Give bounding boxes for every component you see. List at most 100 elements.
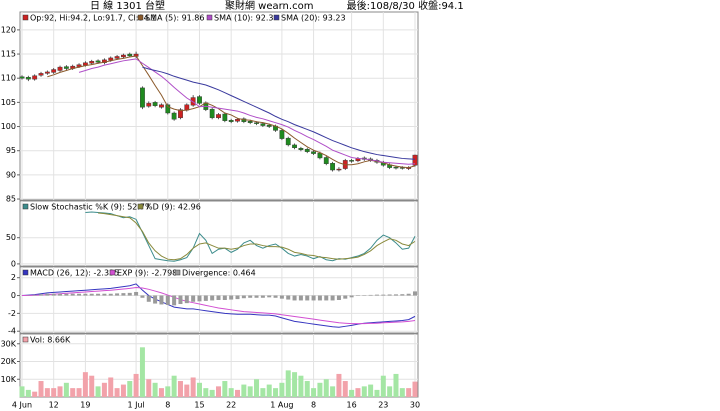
divergence-bar xyxy=(248,295,253,298)
legend-swatch xyxy=(137,14,144,21)
y-tick-label: 30K xyxy=(1,339,17,348)
volume-bar xyxy=(222,381,228,397)
volume-bar xyxy=(330,386,336,397)
candle-body xyxy=(330,163,335,171)
divergence-bar xyxy=(32,294,37,296)
x-tick-label: 12 xyxy=(49,401,59,410)
legend-label: MACD (26, 12): -2.335 xyxy=(30,269,119,278)
divergence-bar xyxy=(241,295,246,299)
divergence-bar xyxy=(178,295,183,305)
divergence-bar xyxy=(89,293,94,296)
divergence-bar xyxy=(121,293,126,296)
x-tick-label: 4 Jun xyxy=(12,401,32,410)
legend-swatch xyxy=(22,14,29,21)
volume-bar xyxy=(285,370,291,397)
x-tick-label: 15 xyxy=(194,401,204,410)
candle-body xyxy=(412,154,418,166)
volume-bar xyxy=(368,384,374,397)
x-tick-label: 22 xyxy=(226,401,236,410)
series-line xyxy=(21,283,416,328)
volume-bar xyxy=(82,372,88,397)
divergence-bar xyxy=(140,295,145,298)
volume-bar xyxy=(44,388,50,397)
volume-bar xyxy=(254,379,260,397)
divergence-bar xyxy=(273,295,278,298)
volume-bar xyxy=(146,379,152,397)
y-tick-label: -2 xyxy=(8,309,16,318)
divergence-bar xyxy=(184,295,189,304)
divergence-bar xyxy=(210,295,215,301)
candle-body xyxy=(254,122,259,124)
candle-body xyxy=(298,148,304,150)
volume-bar xyxy=(228,388,234,397)
series-line xyxy=(21,287,416,325)
volume-bar xyxy=(190,377,196,397)
y-tick-label: 85 xyxy=(6,195,16,204)
divergence-bar xyxy=(96,293,101,296)
volume-bar xyxy=(120,384,126,397)
legend-swatch xyxy=(109,269,116,276)
divergence-bar xyxy=(381,294,386,296)
divergence-bar xyxy=(343,295,348,299)
volume-bar xyxy=(216,386,221,397)
divergence-bar xyxy=(172,295,177,306)
volume-bar xyxy=(101,382,107,397)
series-line xyxy=(78,58,416,165)
volume-bar xyxy=(165,386,171,397)
volume-bar xyxy=(158,388,164,397)
volume-bar xyxy=(209,389,215,397)
divergence-bar xyxy=(45,293,50,296)
volume-bar xyxy=(76,388,82,397)
candle-body xyxy=(114,56,120,59)
y-tick-label: -4 xyxy=(8,327,16,336)
divergence-bar xyxy=(260,295,265,298)
divergence-bar xyxy=(146,295,151,302)
candle-body xyxy=(247,121,253,123)
divergence-bar xyxy=(153,295,158,304)
candle-body xyxy=(25,77,31,80)
volume-bar xyxy=(171,375,177,397)
volume-bar xyxy=(406,388,412,397)
divergence-bar xyxy=(279,295,284,299)
legend-swatch xyxy=(206,14,213,21)
candle-body xyxy=(146,103,152,107)
legend-label: Op:92, Hi:94.2, Lo:91.7, Cl:94.1 xyxy=(30,14,156,23)
divergence-bar xyxy=(305,295,310,301)
candle-body xyxy=(178,109,183,119)
volume-bar xyxy=(323,379,329,397)
divergence-bar xyxy=(267,295,272,298)
volume-bar xyxy=(25,389,31,397)
y-tick-label: 50 xyxy=(6,233,16,242)
legend-label: Divergence: 0.464 xyxy=(182,269,256,278)
x-tick-label: 23 xyxy=(378,401,388,410)
y-tick-label: 90 xyxy=(6,170,16,179)
divergence-bar xyxy=(400,294,405,296)
divergence-bar xyxy=(368,294,373,296)
y-tick-label: 120 xyxy=(1,25,16,34)
volume-bar xyxy=(317,382,323,397)
candle-body xyxy=(127,53,133,57)
volume-bar xyxy=(393,373,399,397)
divergence-bar xyxy=(349,295,354,298)
candle-body xyxy=(349,160,355,162)
volume-bar xyxy=(336,373,342,397)
candle-body xyxy=(311,151,316,154)
divergence-bar xyxy=(51,293,56,296)
divergence-bar xyxy=(64,293,69,296)
y-tick-label: 0 xyxy=(11,291,16,300)
candle-body xyxy=(222,113,228,121)
y-tick-label: 10K xyxy=(1,375,17,384)
candle-body xyxy=(304,149,310,152)
divergence-bar xyxy=(317,295,322,301)
candle-body xyxy=(197,96,202,104)
candle-body xyxy=(63,66,69,69)
volume-bar xyxy=(311,388,317,397)
y-tick-label: 115 xyxy=(1,50,16,59)
volume-bar xyxy=(19,386,25,397)
candle-body xyxy=(82,62,88,66)
legend-label: Slow Stochastic %K (9): 52.77 xyxy=(30,203,150,212)
volume-bar xyxy=(247,386,253,397)
volume-bar xyxy=(108,377,114,397)
candle-body xyxy=(38,73,44,76)
volume-bar xyxy=(241,384,247,397)
